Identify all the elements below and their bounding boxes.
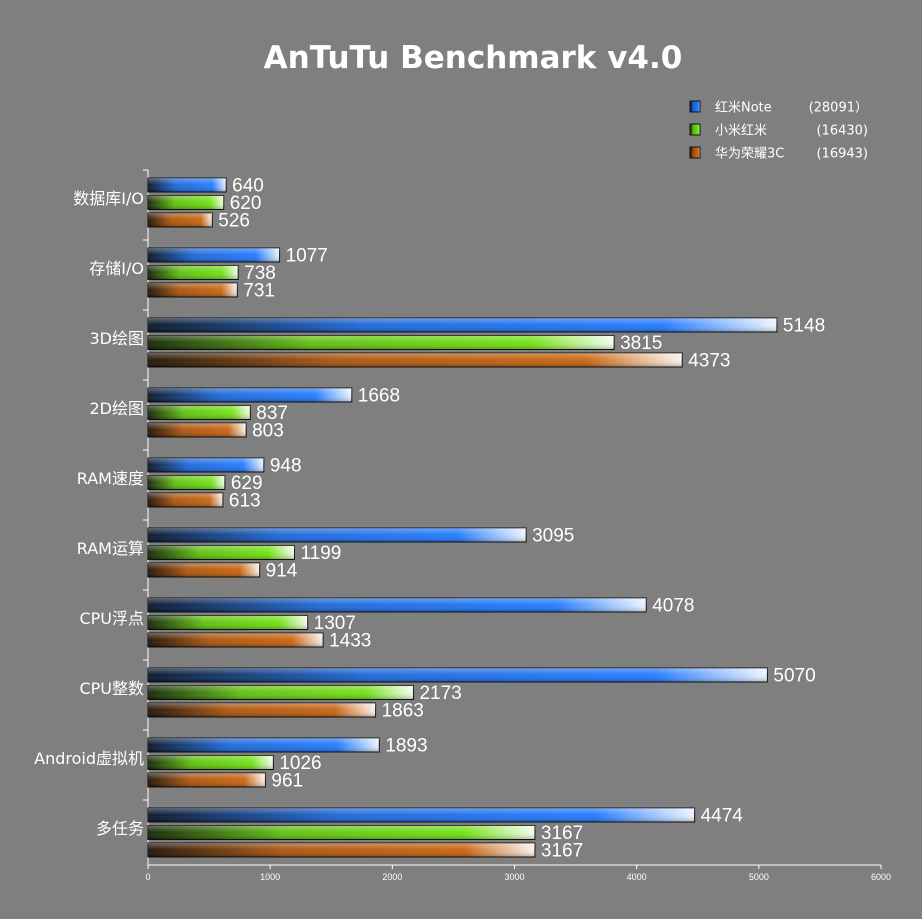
- legend-swatch: [689, 123, 701, 136]
- bar-gloss: [148, 773, 266, 787]
- bar-gloss: [148, 265, 239, 280]
- value-label: 948: [270, 456, 302, 477]
- category-label: Android虚拟机: [34, 749, 144, 768]
- bar-gloss: [148, 423, 247, 437]
- x-tick-label: 0: [145, 872, 150, 882]
- x-tick-label: 3000: [504, 872, 524, 882]
- bar-gloss: [148, 178, 227, 192]
- value-label: 620: [230, 193, 262, 214]
- category-label: 数据库I/O: [73, 189, 144, 208]
- category-label: CPU浮点: [79, 609, 144, 628]
- bar-gloss: [148, 493, 223, 507]
- bar-gloss: [148, 808, 695, 822]
- value-label: 526: [218, 211, 250, 232]
- legend-label: 小米红米: [715, 123, 767, 139]
- category-label: RAM运算: [77, 539, 144, 558]
- value-label: 3167: [541, 841, 583, 862]
- bar-gloss: [148, 825, 535, 840]
- value-label: 1026: [279, 753, 321, 774]
- value-label: 1863: [382, 701, 424, 722]
- legend-label: 红米Note: [715, 100, 772, 116]
- category-label: 3D绘图: [89, 329, 144, 348]
- value-label: 837: [256, 403, 288, 424]
- value-label: 640: [232, 176, 264, 197]
- chart-title: AnTuTu Benchmark v4.0: [264, 40, 683, 76]
- bar-gloss: [148, 843, 535, 857]
- value-label: 3167: [541, 823, 583, 844]
- value-label: 914: [266, 561, 298, 582]
- bar-gloss: [148, 318, 777, 332]
- bar-gloss: [148, 475, 225, 490]
- legend-score: (28091）: [809, 101, 868, 116]
- value-label: 2173: [419, 683, 461, 704]
- value-label: 3815: [620, 333, 662, 354]
- bar-gloss: [148, 458, 264, 472]
- category-label: 2D绘图: [89, 399, 144, 418]
- value-label: 1077: [286, 246, 328, 267]
- x-tick-label: 1000: [260, 872, 280, 882]
- legend-score: (16430): [817, 124, 869, 139]
- bar-gloss: [148, 353, 683, 367]
- bar-gloss: [148, 615, 308, 630]
- bar-gloss: [148, 563, 260, 577]
- value-label: 4078: [652, 596, 694, 617]
- value-label: 1893: [385, 736, 427, 757]
- bar-gloss: [148, 388, 352, 402]
- bar-gloss: [148, 755, 274, 770]
- bar-gloss: [148, 213, 213, 227]
- category-label: CPU整数: [79, 679, 144, 698]
- bar-gloss: [148, 335, 615, 350]
- bar-gloss: [148, 738, 380, 752]
- x-tick-label: 5000: [749, 872, 769, 882]
- value-label: 4474: [701, 806, 744, 827]
- category-label: RAM速度: [77, 469, 144, 488]
- bar-gloss: [148, 195, 224, 210]
- value-label: 1307: [314, 613, 356, 634]
- bar-gloss: [148, 668, 768, 682]
- bar-gloss: [148, 633, 324, 647]
- legend: 红米Note (28091） 小米红米 (16430) 华为荣耀3C (16943): [689, 100, 869, 162]
- bar-gloss: [148, 528, 527, 542]
- value-label: 1433: [329, 631, 371, 652]
- legend-score: (16943): [817, 147, 869, 162]
- bar-gloss: [148, 545, 295, 560]
- bar-gloss: [148, 283, 238, 297]
- x-tick-label: 2000: [382, 872, 402, 882]
- bar-gloss: [148, 248, 280, 262]
- value-label: 1668: [358, 386, 400, 407]
- bar-gloss: [148, 685, 414, 700]
- value-label: 629: [231, 473, 263, 494]
- value-label: 4373: [688, 351, 730, 372]
- value-label: 5070: [773, 666, 815, 687]
- axes: 0 1000 2000 3000 4000 5000 6000 数据库I/O 存储I/O 3D绘图…: [34, 169, 891, 882]
- bar-gloss: [148, 405, 251, 420]
- category-label: 多任务: [96, 819, 144, 838]
- value-label: 613: [229, 491, 261, 512]
- legend-swatch: [689, 146, 701, 159]
- category-label: 存储I/O: [89, 259, 144, 278]
- x-tick-label: 4000: [627, 872, 647, 882]
- bar-gloss: [148, 703, 376, 717]
- value-label: 738: [244, 263, 276, 284]
- value-label: 3095: [532, 526, 574, 547]
- value-label: 5148: [783, 316, 825, 337]
- value-label: 731: [243, 281, 275, 302]
- value-label: 803: [252, 421, 284, 442]
- legend-label: 华为荣耀3C: [715, 147, 784, 162]
- legend-swatch: [689, 100, 701, 113]
- value-label: 1199: [300, 543, 341, 564]
- bar-gloss: [148, 598, 647, 612]
- value-label: 961: [271, 771, 303, 792]
- x-tick-label: 6000: [871, 872, 891, 882]
